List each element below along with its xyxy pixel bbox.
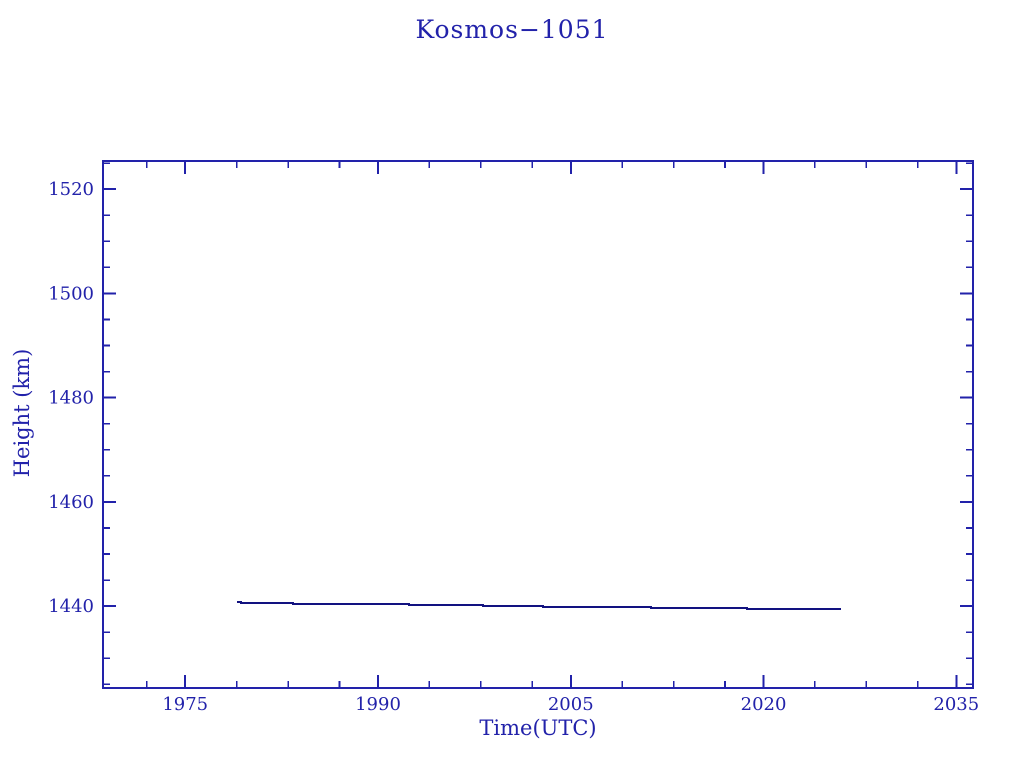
x-tick-label: 1990 bbox=[355, 694, 401, 715]
chart-title: Kosmos−1051 bbox=[415, 15, 609, 44]
y-tick-label: 1440 bbox=[48, 596, 94, 617]
y-tick-label: 1460 bbox=[48, 492, 94, 513]
y-tick-label: 1480 bbox=[48, 388, 94, 409]
y-tick-label: 1520 bbox=[48, 179, 94, 200]
x-tick-label: 2005 bbox=[548, 694, 594, 715]
height-series-line bbox=[237, 601, 841, 610]
x-tick-label: 2035 bbox=[933, 694, 979, 715]
plot-box bbox=[102, 160, 974, 689]
x-tick-label: 2020 bbox=[741, 694, 787, 715]
x-tick-label: 1975 bbox=[162, 694, 208, 715]
y-tick-label: 1500 bbox=[48, 283, 94, 304]
x-axis-title: Time(UTC) bbox=[479, 716, 597, 740]
